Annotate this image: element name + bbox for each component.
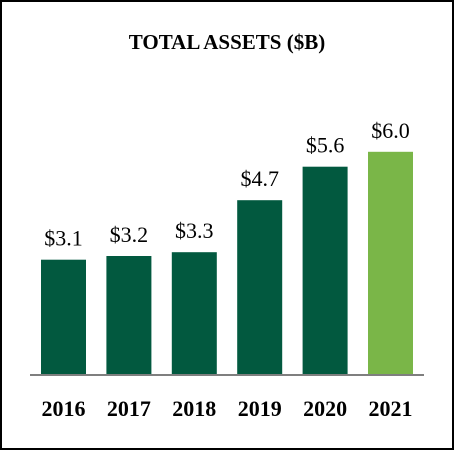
chart-title: TOTAL ASSETS ($B) — [129, 30, 325, 54]
value-label-2019: $4.7 — [240, 166, 279, 191]
value-label-2016: $3.1 — [44, 226, 83, 251]
value-label-2020: $5.6 — [306, 133, 345, 158]
x-tick-label-2020: 2020 — [303, 396, 347, 421]
value-label-2017: $3.2 — [110, 222, 149, 247]
bar-2016 — [41, 259, 86, 375]
value-labels-group: $3.1 $3.2 $3.3 $4.7 $5.6 $6.0 — [44, 118, 410, 251]
value-label-2021: $6.0 — [371, 118, 410, 143]
bar-2019 — [237, 200, 283, 375]
x-tick-labels-group: 2016 2017 2018 2019 2020 2021 — [42, 396, 413, 421]
x-tick-label-2016: 2016 — [42, 396, 86, 421]
x-tick-label-2021: 2021 — [369, 396, 413, 421]
x-tick-label-2019: 2019 — [238, 396, 282, 421]
value-label-2018: $3.3 — [175, 218, 214, 243]
bar-2017 — [106, 256, 152, 375]
bar-2021 — [368, 151, 413, 375]
bar-2018 — [171, 252, 217, 375]
bar-2020 — [302, 166, 348, 375]
x-tick-label-2018: 2018 — [172, 396, 216, 421]
bars-group — [41, 151, 413, 375]
x-tick-label-2017: 2017 — [107, 396, 151, 421]
